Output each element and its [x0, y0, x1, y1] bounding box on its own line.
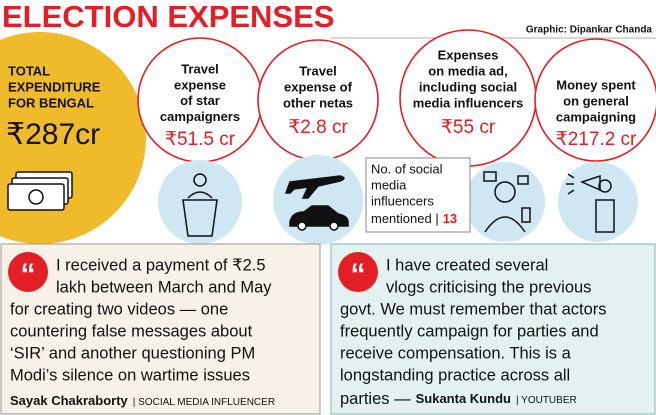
expense-label: of star campaigners [160, 93, 240, 124]
expense-label: expense [174, 77, 226, 92]
quote-line: lakh between March and May [56, 278, 272, 296]
expense-label: Travel [299, 63, 337, 78]
count-label: No. of social [371, 161, 443, 176]
author-name: Sukanta Kundu [416, 391, 511, 406]
quote-line: frequently campaign for parties and [340, 322, 599, 340]
expense-amount: ₹2.8 cr [288, 117, 348, 138]
quote-line: longstanding practice across all [340, 366, 570, 384]
quote-line: vlogs criticising the previous [386, 278, 591, 296]
expense-label: campaigners [160, 109, 240, 124]
expense-label: expense of [284, 79, 353, 94]
quote-line: countering false messages about [10, 322, 253, 340]
credit: Graphic: Dipankar Chanda [526, 25, 653, 36]
expense-label: on media ad, [428, 63, 507, 78]
expense-label: Money spent [556, 77, 636, 92]
count-value: 13 [443, 211, 457, 226]
count-label: mentioned | [371, 211, 439, 226]
expense-amount: ₹55 cr [441, 117, 496, 138]
quote-line: parties — Sukanta Kundu | YOUTUBER [340, 390, 577, 408]
quote-box [0, 243, 321, 415]
total-amount: ₹287cr [6, 118, 100, 151]
expense-amount: ₹217.2 cr [556, 129, 637, 150]
expense-circle [534, 38, 656, 162]
author-role: | SOCIAL MEDIA INFLUENCER [133, 397, 275, 408]
expense-label: including social [419, 79, 517, 94]
icons [182, 171, 615, 237]
quote-box [330, 243, 656, 415]
quote-line: I received a payment of ₹2.5 [56, 256, 266, 274]
count-label: influencers [371, 193, 434, 208]
expense-label: Travel [181, 61, 219, 76]
quote-author: Sayak Chakraborty | SOCIAL MEDIA INFLUENC… [10, 393, 275, 408]
svg-text:“: “ [21, 258, 36, 291]
author-name: Sayak Chakraborty [10, 393, 129, 408]
quote-icon: “ “ [8, 252, 378, 292]
total-label: EXPENDITURE [8, 79, 101, 94]
count-box [365, 157, 471, 233]
quote-line: ‘SIR’ and another questioning PM [10, 344, 255, 362]
quote-line: I have created several [386, 256, 548, 274]
quote-line: Modi’s silence on wartime issues [10, 366, 250, 384]
expense-label: other netas [283, 95, 353, 110]
quote-line: receive compensation. This is a [340, 344, 572, 362]
expense-label: campaigning [556, 109, 636, 124]
count-label: media [371, 177, 407, 192]
total-label: TOTAL [8, 63, 50, 78]
money-icon [7, 171, 73, 211]
total-label: FOR BENGAL [8, 95, 94, 110]
title: ELECTION EXPENSES [2, 0, 334, 34]
expense-label: of star [180, 93, 220, 108]
expense-amount: ₹51.5 cr [165, 129, 236, 150]
expense-label: on general [563, 93, 629, 108]
quote-line: parties — [340, 390, 411, 408]
expense-label: Expenses [438, 47, 499, 62]
author-role: | YOUTUBER [516, 395, 577, 406]
quote-line: for creating two videos — one [10, 300, 228, 318]
expense-label: media influencers [413, 95, 524, 110]
svg-text:“: “ [351, 258, 366, 291]
quote-line: govt. We must remember that actors [340, 300, 607, 318]
count-label: mentioned | 13 [371, 211, 457, 226]
